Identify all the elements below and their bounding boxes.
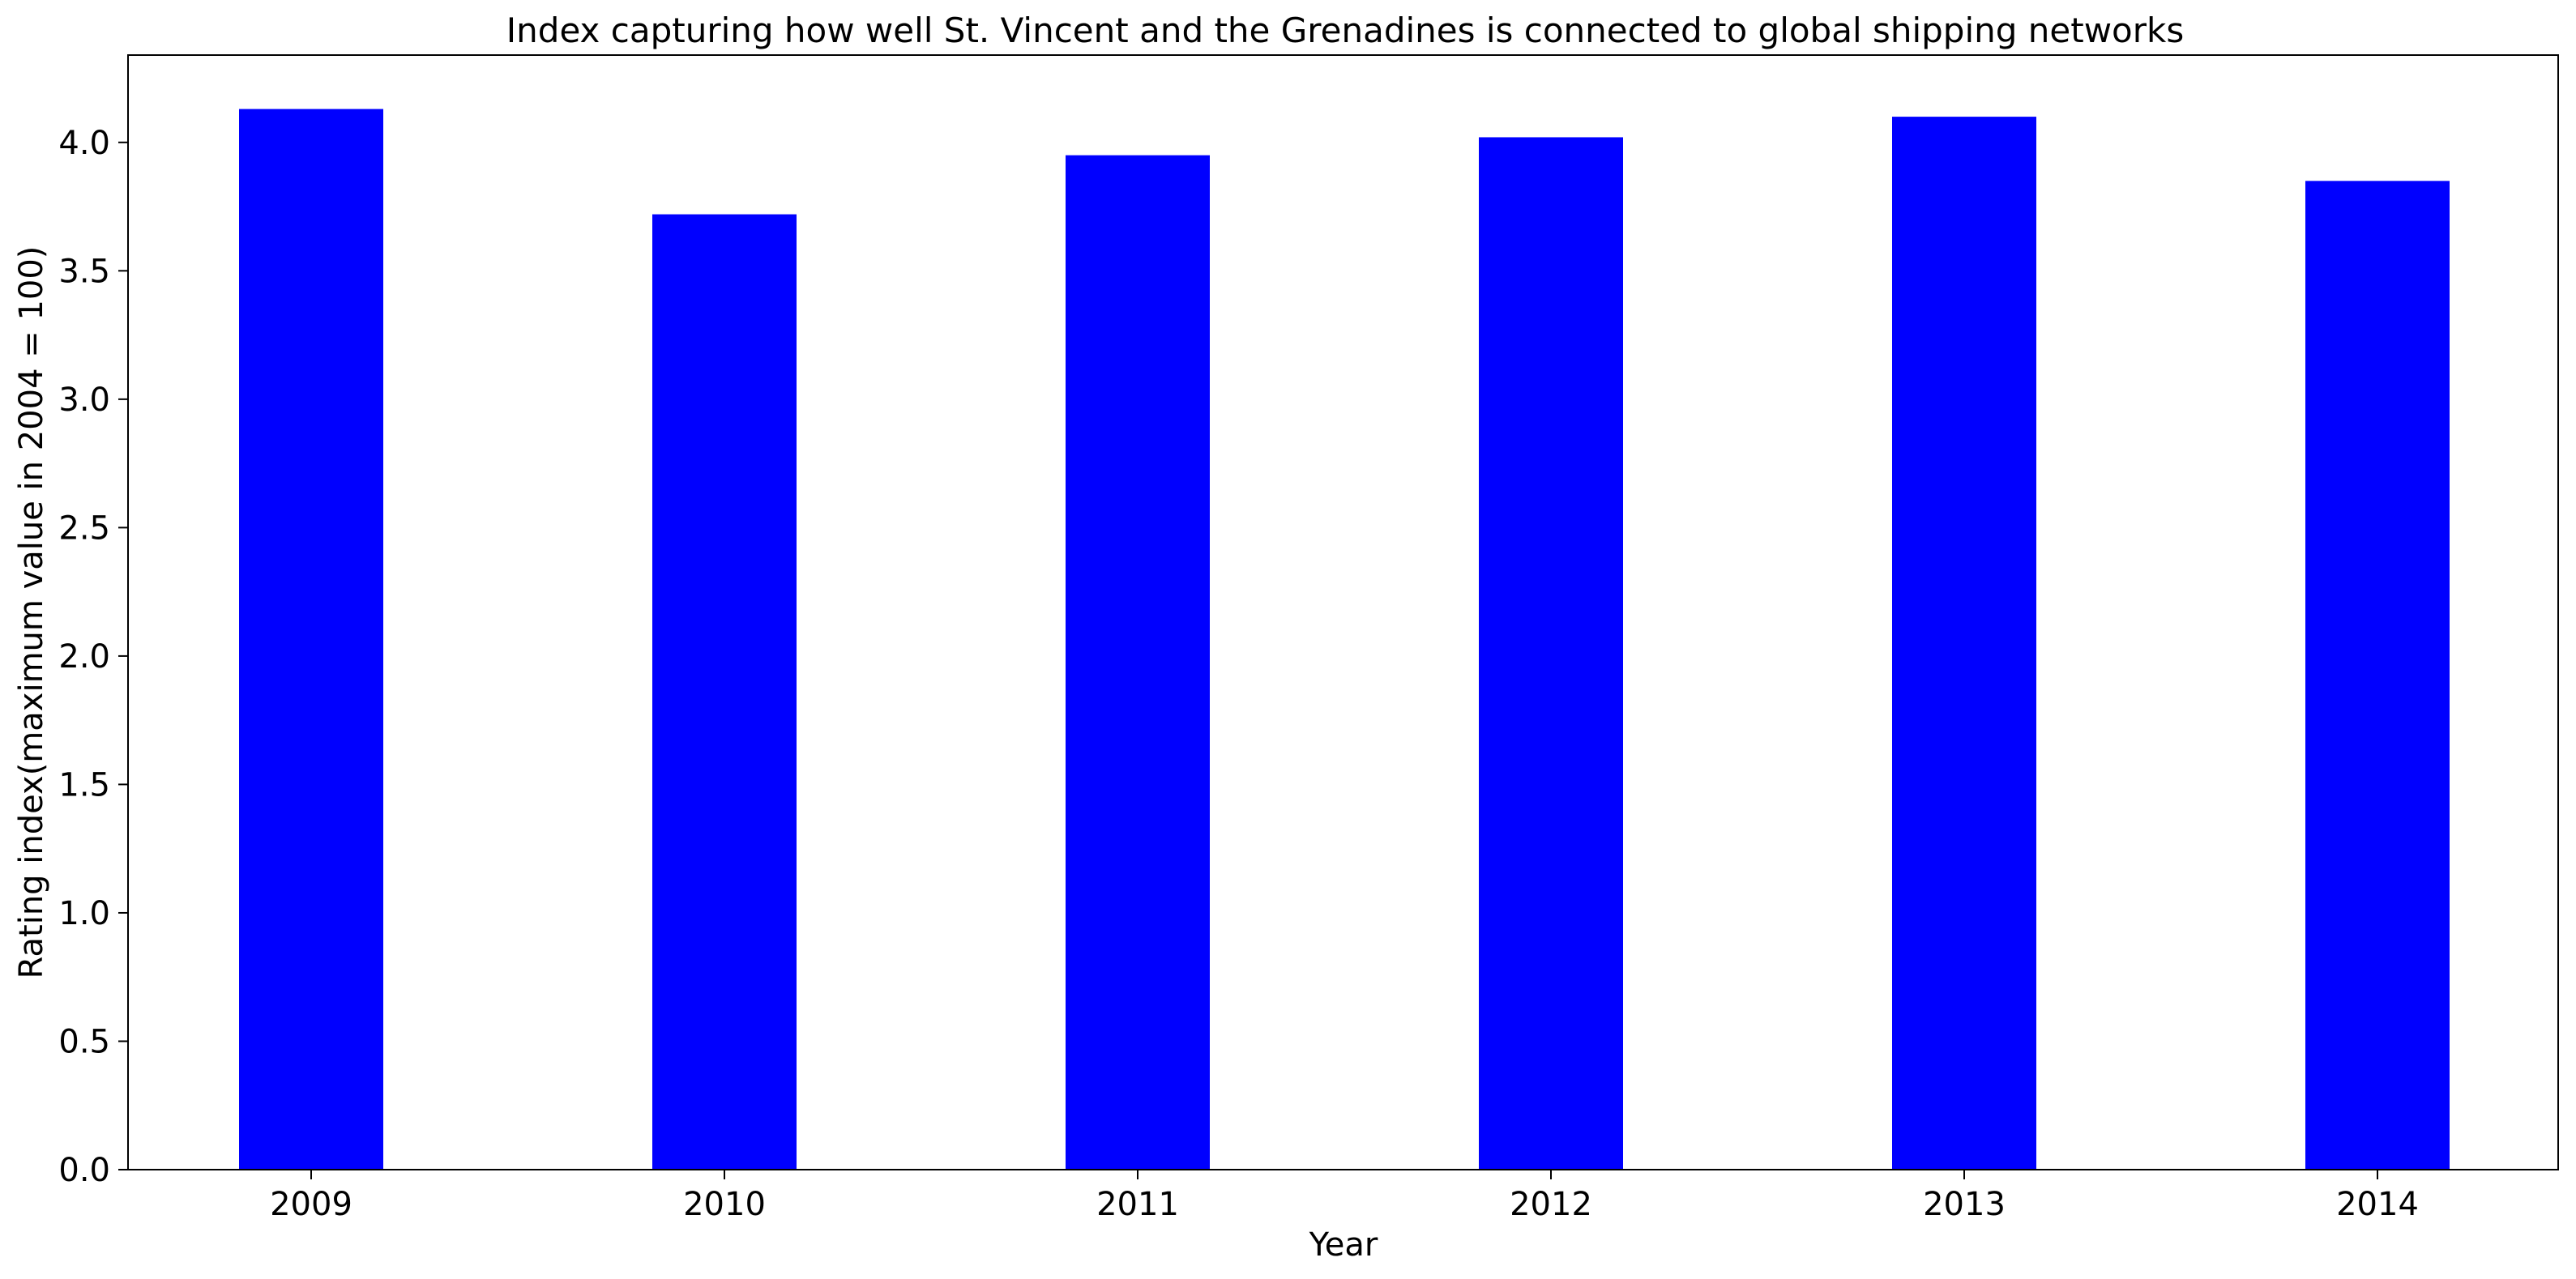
bar-2014 [2305, 181, 2450, 1170]
bar-2011 [1066, 155, 1210, 1170]
y-tick-label: 2.0 [58, 638, 110, 676]
y-tick-label: 3.5 [58, 253, 110, 290]
chart-title: Index capturing how well St. Vincent and… [506, 11, 2184, 50]
x-tick-label: 2013 [1923, 1186, 2006, 1223]
y-axis-title: Rating index(maximum value in 2004 = 100… [13, 246, 50, 979]
bar-2009 [239, 109, 383, 1170]
ticks-layer: 2009 2010 2011 2012 2013 2014 0.0 0.5 1.0 1.5 2.0 2… [58, 125, 2419, 1223]
bar-2013 [1892, 117, 2036, 1170]
bars-layer [239, 109, 2450, 1170]
y-tick-label: 3.0 [58, 382, 110, 419]
y-tick-label: 4.0 [58, 125, 110, 162]
x-tick-label: 2012 [1510, 1186, 1592, 1223]
bar-2012 [1479, 137, 1623, 1170]
x-tick-label: 2011 [1096, 1186, 1179, 1223]
y-tick-label: 0.5 [58, 1023, 110, 1060]
plot-area-frame [127, 54, 2559, 1170]
y-tick-label: 1.5 [58, 766, 110, 804]
x-axis-title: Year [1309, 1226, 1378, 1264]
y-tick-label: 0.0 [58, 1152, 110, 1189]
x-tick-label: 2009 [270, 1186, 352, 1223]
y-tick-label: 2.5 [58, 509, 110, 547]
x-tick-label: 2014 [2336, 1186, 2419, 1223]
y-tick-label: 1.0 [58, 895, 110, 932]
x-tick-label: 2010 [683, 1186, 766, 1223]
bar-2010 [652, 214, 797, 1170]
